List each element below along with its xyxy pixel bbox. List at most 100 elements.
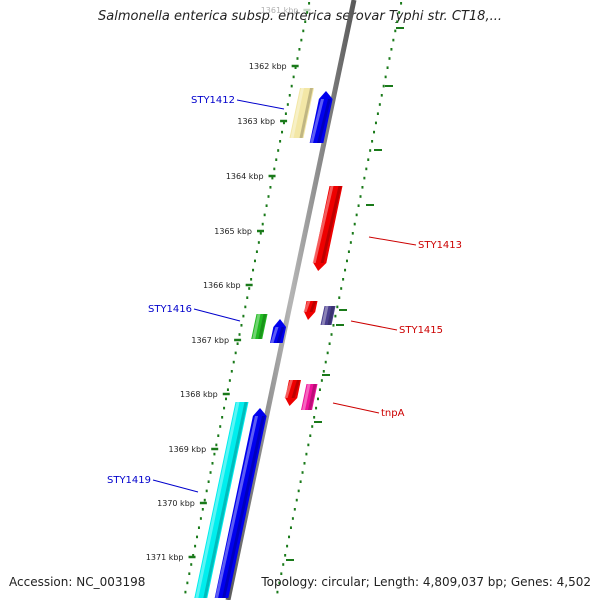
tick-label: 1363 kbp — [237, 117, 275, 126]
lane-dot — [244, 305, 247, 309]
tick-label: 1369 kbp — [169, 445, 207, 454]
lane-dot — [273, 167, 276, 171]
gene-red-pair — [284, 380, 301, 406]
lane-dot — [320, 379, 323, 382]
gene-shadow — [291, 380, 300, 398]
lane-dot — [280, 572, 283, 575]
lane-dot — [238, 333, 241, 336]
gene-shadow — [320, 186, 342, 263]
lane-dot — [304, 20, 307, 23]
lane-dot — [225, 397, 228, 401]
lane-dot — [388, 57, 391, 60]
tick-label: 1365 kbp — [214, 227, 252, 236]
gene-highlight — [215, 416, 258, 598]
gene-label-STY1412: STY1412 — [191, 95, 235, 106]
gene-highlight — [195, 402, 240, 598]
lane-dot — [215, 443, 218, 447]
tick-label: 1364 kbp — [226, 172, 264, 181]
gene-highlight — [302, 384, 311, 410]
lane-dot — [380, 94, 383, 97]
gene-STY1412-partner — [289, 88, 314, 138]
lane-dot — [308, 2, 311, 5]
lane-dot — [378, 103, 381, 106]
lane-dot — [384, 75, 387, 79]
lane-dot — [242, 314, 245, 318]
lane-dot — [298, 48, 301, 51]
lane-dot — [265, 204, 268, 207]
lane-dot — [250, 278, 253, 281]
lane-dot — [289, 526, 292, 529]
lane-dot — [390, 48, 393, 51]
lane-dot — [376, 112, 379, 115]
gene-label-tnpA: tnpA — [381, 408, 405, 419]
gene-shadow — [258, 314, 267, 339]
gene-cyan-long — [194, 402, 249, 598]
lane-dot — [307, 443, 310, 447]
lane-dot — [322, 370, 325, 373]
lane-dot — [309, 434, 312, 437]
lane-dot — [330, 333, 333, 336]
lane-dot — [398, 11, 401, 14]
lane-dot — [196, 535, 199, 539]
lane-dot — [367, 158, 370, 161]
lane-dot — [278, 581, 281, 585]
gene-tnpA — [301, 384, 318, 410]
gene-label-STY1419: STY1419 — [107, 475, 151, 486]
gene-shadow — [222, 416, 265, 598]
gene-shadow — [276, 327, 285, 343]
scale-ticks: 1361 kbp 1362 kbp 1363 kbp 1364 kbp 1365 kbp… — [146, 6, 311, 562]
lane-dot — [328, 342, 331, 345]
tick-label: 1366 kbp — [203, 281, 241, 290]
lane-dot — [269, 186, 272, 189]
lane-dot — [347, 250, 350, 253]
tick-label: 1370 kbp — [157, 499, 195, 508]
lane-dot — [336, 305, 339, 309]
lane-dot — [203, 498, 206, 502]
lane-dot — [317, 397, 320, 401]
lane-dot — [374, 121, 377, 125]
lane-dot — [295, 498, 298, 502]
lane-dot — [201, 508, 204, 511]
lane-dot — [332, 324, 335, 327]
lane-dot — [192, 554, 195, 557]
gene-label-leader — [193, 308, 241, 322]
lane-dot — [276, 590, 279, 594]
gene-STY1416-partner — [270, 319, 287, 343]
lane-dot — [221, 416, 224, 419]
lane-dot — [306, 11, 309, 14]
lane-dot — [394, 29, 397, 33]
gene-label-leader — [152, 479, 199, 493]
lane-dot — [302, 29, 305, 33]
lane-dot — [344, 268, 347, 272]
tick-label: 1368 kbp — [180, 390, 218, 399]
lane-dot — [359, 195, 362, 198]
lane-dot — [369, 149, 372, 152]
lane-dot — [355, 213, 358, 217]
tick-label: 1367 kbp — [191, 336, 229, 345]
lane-dot — [334, 314, 337, 318]
lane-dot — [288, 535, 291, 539]
lane-dot — [226, 388, 229, 391]
lane-dot — [281, 130, 284, 134]
lane-dot — [261, 222, 264, 226]
lane-dot — [282, 121, 285, 125]
lane-dot — [290, 84, 293, 88]
lane-dot — [318, 388, 321, 391]
gene-label-leader — [368, 236, 417, 246]
lane-dot — [361, 186, 364, 189]
gene-labels: STY1412 STY1413 STY1415 STY1416 tnpA STY1419 — [107, 95, 462, 493]
lane-dot — [293, 508, 296, 511]
lane-dot — [371, 140, 374, 143]
lane-dot — [236, 342, 239, 345]
lane-dot — [284, 112, 287, 115]
lane-dot — [345, 259, 348, 263]
lane-dot — [342, 278, 345, 281]
feature-lane-dots — [184, 2, 404, 594]
tick-label: 1362 kbp — [249, 62, 287, 71]
lane-dot — [188, 572, 191, 575]
gene-features — [194, 88, 343, 598]
lane-dot — [234, 351, 237, 355]
lane-dot — [282, 563, 285, 566]
lane-dot — [257, 241, 260, 244]
